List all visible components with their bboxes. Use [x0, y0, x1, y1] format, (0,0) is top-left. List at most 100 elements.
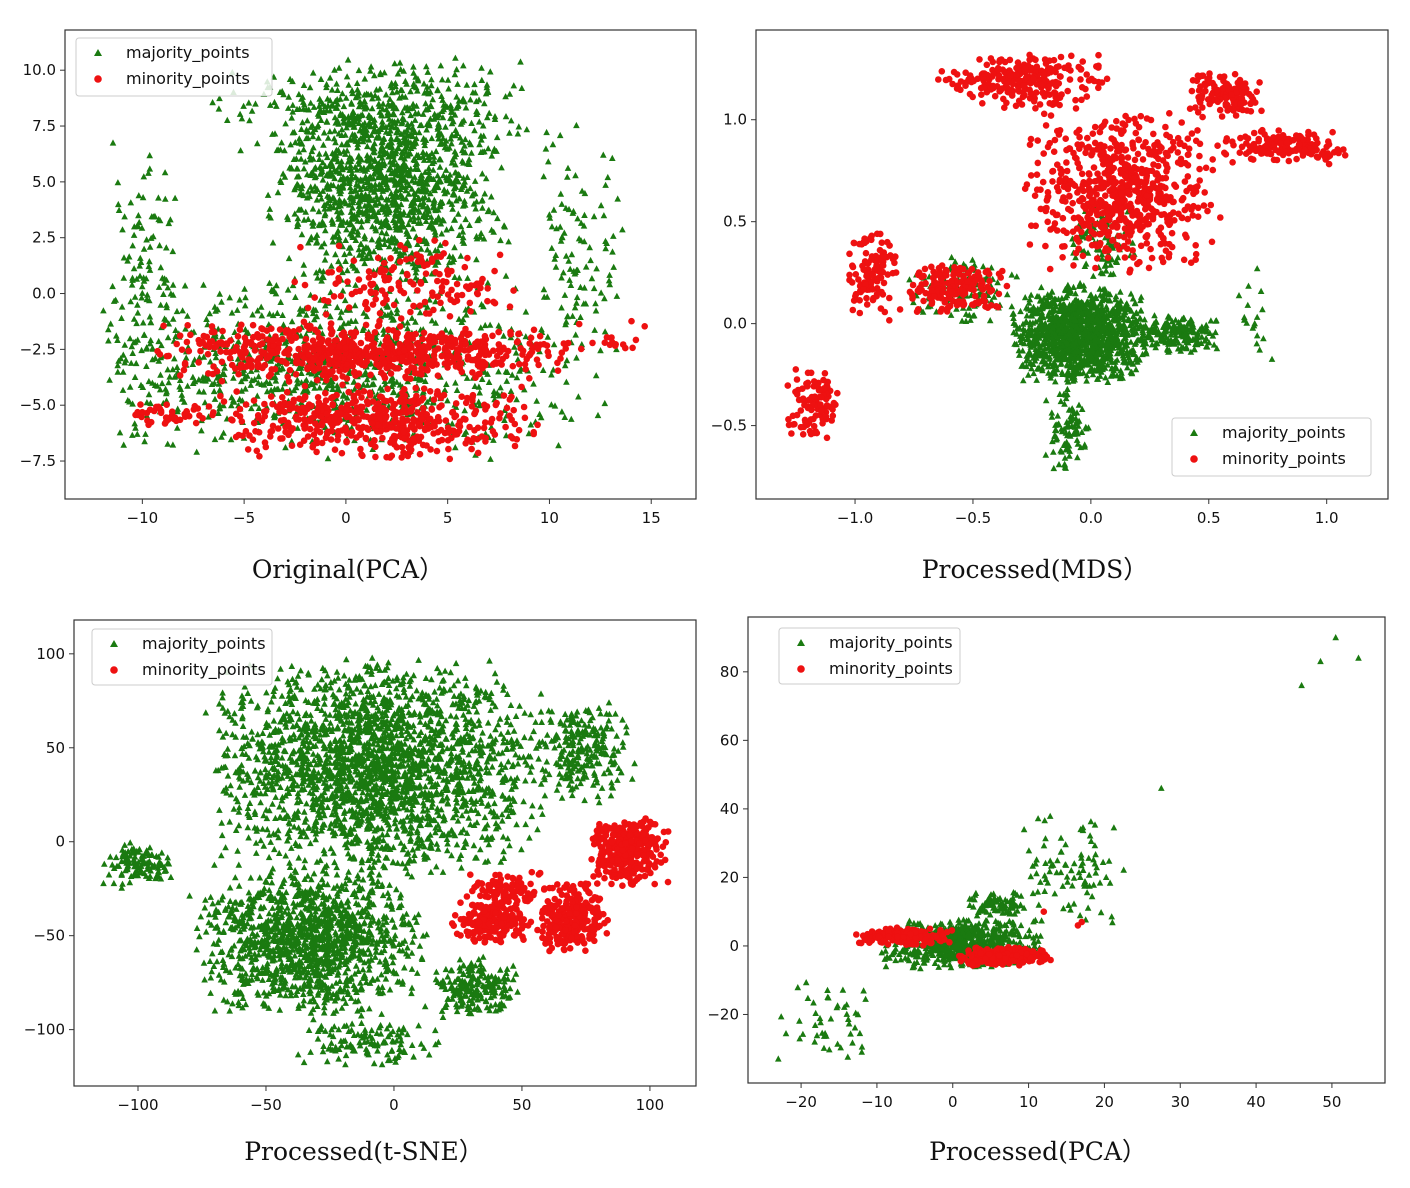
data-point — [254, 392, 261, 399]
data-point — [597, 202, 605, 209]
data-point — [435, 129, 443, 136]
data-point — [145, 169, 152, 176]
data-point — [1132, 316, 1140, 324]
data-point — [258, 312, 266, 319]
data-point — [320, 201, 328, 208]
data-point — [396, 212, 403, 219]
data-point — [183, 338, 191, 346]
data-point — [141, 438, 148, 445]
data-point — [353, 434, 360, 441]
data-point — [422, 100, 429, 107]
data-point — [368, 236, 376, 243]
data-point — [208, 323, 216, 330]
data-point — [326, 97, 334, 104]
data-point — [298, 140, 306, 147]
data-point — [400, 128, 408, 135]
data-point — [210, 363, 217, 370]
data-point — [248, 107, 256, 114]
data-point — [367, 183, 374, 190]
data-point — [327, 313, 334, 320]
data-point — [516, 360, 523, 368]
data-point — [427, 213, 435, 220]
data-point — [562, 345, 569, 352]
data-point — [290, 396, 298, 404]
data-point — [384, 385, 391, 393]
data-point — [416, 121, 424, 129]
data-point — [271, 130, 279, 137]
data-point — [514, 130, 522, 137]
data-point — [1129, 295, 1137, 302]
data-point — [319, 187, 327, 194]
data-point — [433, 447, 441, 455]
data-point — [220, 398, 228, 405]
data-point — [563, 378, 570, 385]
data-point — [464, 274, 471, 281]
data-point — [346, 201, 353, 208]
data-point — [147, 418, 155, 426]
data-point — [396, 381, 404, 388]
data-point — [169, 315, 177, 322]
data-point — [236, 326, 244, 334]
data-point — [349, 340, 356, 347]
data-point — [479, 196, 486, 203]
data-point — [173, 307, 181, 315]
data-point — [488, 152, 496, 159]
data-point — [383, 334, 391, 341]
data-point — [508, 371, 516, 378]
data-point — [1027, 321, 1034, 328]
data-point — [330, 293, 338, 300]
data-point — [447, 102, 454, 109]
data-point — [1137, 296, 1144, 304]
data-point — [432, 147, 440, 155]
data-point — [412, 73, 419, 80]
data-point — [421, 426, 429, 434]
data-point — [269, 336, 277, 344]
data-point — [395, 203, 402, 210]
data-point — [287, 141, 294, 148]
data-point — [490, 347, 497, 355]
data-point — [282, 120, 289, 127]
data-point — [476, 402, 483, 409]
data-point — [305, 351, 312, 358]
data-point — [402, 187, 410, 194]
data-point — [252, 428, 259, 435]
data-point — [412, 84, 420, 91]
data-point — [468, 119, 475, 126]
data-point — [385, 121, 393, 128]
axes-frame — [64, 29, 697, 500]
data-point — [366, 174, 373, 181]
data-point — [289, 101, 297, 108]
data-point — [370, 374, 378, 381]
data-point — [274, 309, 281, 316]
data-point — [288, 442, 296, 450]
data-point — [403, 230, 411, 237]
data-point — [521, 360, 529, 368]
data-point — [452, 400, 460, 407]
data-point — [419, 188, 426, 195]
data-point — [404, 271, 411, 279]
data-point — [601, 328, 609, 335]
data-point — [355, 207, 363, 214]
data-point — [1104, 361, 1111, 368]
data-point — [165, 219, 173, 227]
data-point — [423, 83, 431, 90]
data-point — [1010, 319, 1018, 326]
data-point — [355, 276, 363, 283]
data-point — [298, 231, 306, 238]
data-point — [390, 432, 398, 440]
y-tick-label: 0.0 — [32, 285, 56, 303]
data-point — [311, 384, 318, 391]
data-point — [286, 355, 293, 362]
data-point — [189, 379, 197, 386]
data-point — [347, 175, 355, 182]
data-point — [505, 238, 512, 245]
data-point — [324, 153, 331, 161]
data-point — [236, 364, 244, 372]
data-point — [428, 102, 435, 110]
data-point — [396, 258, 404, 265]
data-point — [600, 212, 608, 219]
data-point — [291, 210, 299, 217]
data-point — [452, 126, 459, 133]
data-point — [388, 234, 395, 241]
data-point — [417, 433, 425, 441]
